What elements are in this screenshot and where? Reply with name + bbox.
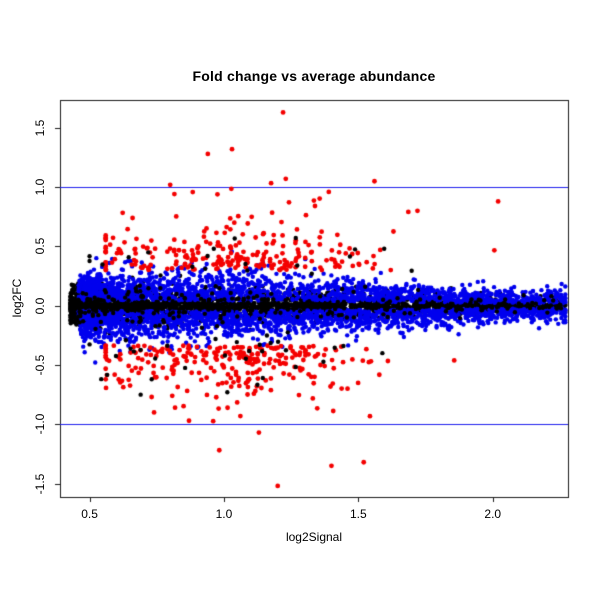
x-axis-label: log2Signal — [285, 530, 343, 544]
y-tick-label: 0.0 — [33, 297, 47, 315]
y-tick-label: 1.0 — [33, 178, 47, 196]
x-tick-label: 0.5 — [81, 507, 98, 521]
y-tick-label: -1.0 — [33, 413, 47, 435]
x-tick-label: 1.5 — [350, 507, 367, 521]
x-tick-label: 1.0 — [215, 507, 233, 521]
y-tick-label: -0.5 — [33, 354, 47, 376]
y-tick-label: 1.5 — [33, 119, 47, 137]
x-tick-label: 2.0 — [484, 507, 502, 521]
y-tick-label: -1.5 — [33, 473, 47, 494]
chart-title: Fold change vs average abundance — [192, 68, 436, 84]
y-tick-label: 0.5 — [33, 238, 47, 255]
y-axis-label: log2FC — [10, 278, 24, 318]
